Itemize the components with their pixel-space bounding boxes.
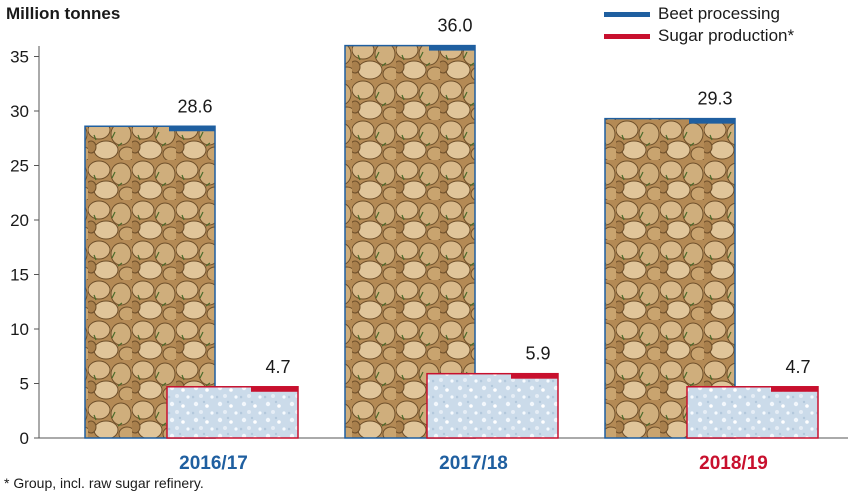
bar-sugar-production <box>686 386 819 439</box>
legend-label-sugar-production: Sugar production* <box>658 26 795 45</box>
legend-item-beet-processing: Beet processing <box>604 3 794 25</box>
x-tick-label: 2017/18 <box>439 453 508 474</box>
bar-cap-sugar-production <box>511 373 558 379</box>
bar-cap-sugar-production <box>251 386 298 392</box>
bar-sugar-production <box>166 386 299 439</box>
legend-swatch-beet-processing <box>604 11 650 17</box>
legend-label-beet-processing: Beet processing <box>658 4 780 23</box>
data-label-beet-processing: 29.3 <box>697 89 732 109</box>
category-labels: 2016/17 2017/18 2018/19 <box>179 453 768 474</box>
y-tick-label: 5 <box>20 375 29 394</box>
bar-cap-beet-processing <box>429 45 475 51</box>
y-tick-label: 25 <box>10 157 29 176</box>
y-tick-label: 20 <box>10 211 29 230</box>
data-label-sugar-production: 4.7 <box>265 357 290 377</box>
bar-sugar-production <box>426 372 559 439</box>
x-tick-label: 2018/19 <box>699 453 768 474</box>
y-tick-label: 15 <box>10 266 29 285</box>
y-tick-label: 35 <box>10 48 29 67</box>
data-label-beet-processing: 36.0 <box>437 16 472 36</box>
legend-swatch-sugar-production <box>604 33 650 39</box>
legend: Beet processing Sugar production* <box>604 3 794 47</box>
data-label-beet-processing: 28.6 <box>177 96 212 116</box>
data-label-sugar-production: 5.9 <box>525 344 550 364</box>
y-tick-label: 0 <box>20 429 29 448</box>
bar-series: 28.6 4.7 36.0 5.9 29.3 4.7 <box>84 16 819 439</box>
y-axis-title: Million tonnes <box>6 4 121 23</box>
y-tick-label: 30 <box>10 102 29 121</box>
data-label-sugar-production: 4.7 <box>785 357 810 377</box>
bar-cap-beet-processing <box>169 126 215 132</box>
y-tick-label: 10 <box>10 320 29 339</box>
footnote: * Group, incl. raw sugar refinery. <box>4 475 204 491</box>
x-tick-label: 2016/17 <box>179 453 248 474</box>
bar-cap-sugar-production <box>771 386 818 392</box>
legend-item-sugar-production: Sugar production* <box>604 25 794 47</box>
bar-beet-processing <box>344 44 476 439</box>
bar-cap-beet-processing <box>689 118 735 124</box>
y-axis-ticks: 0 5 10 15 20 25 30 35 <box>10 48 39 448</box>
bar-beet-processing <box>604 117 736 439</box>
